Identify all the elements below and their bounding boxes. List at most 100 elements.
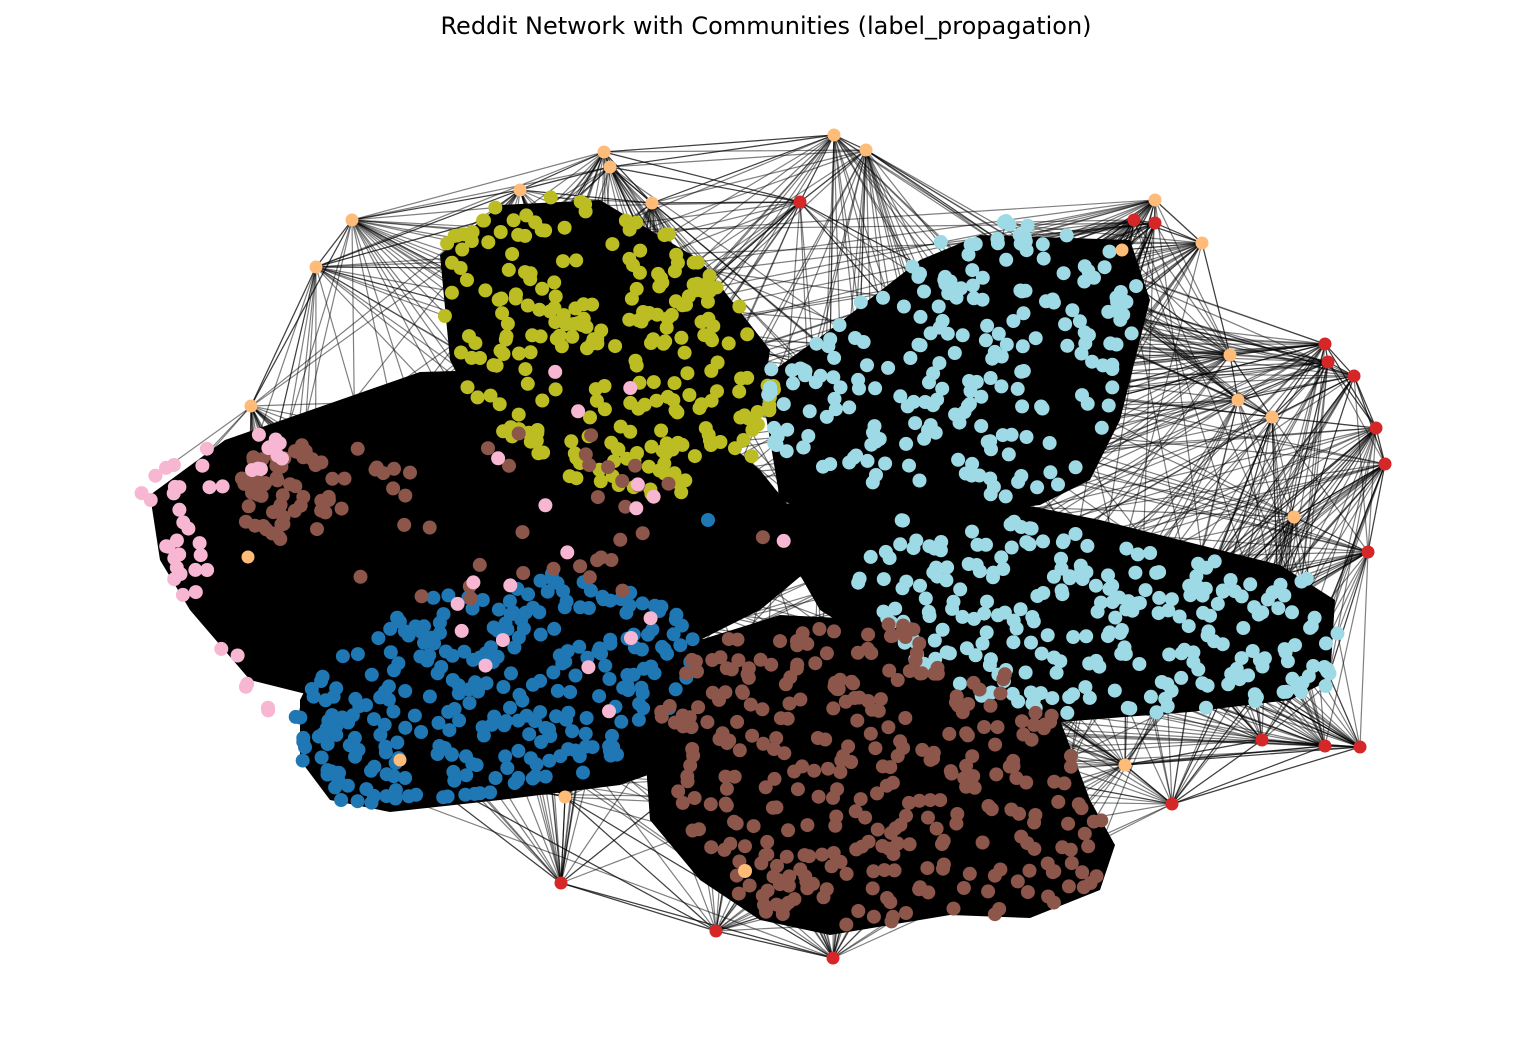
network-node	[350, 794, 365, 809]
network-edge	[1254, 693, 1326, 747]
network-node	[781, 823, 796, 838]
network-edge	[865, 149, 1022, 245]
network-edge	[773, 361, 1329, 387]
network-node	[960, 399, 975, 413]
network-node	[272, 501, 287, 516]
network-node	[1125, 603, 1140, 618]
network-node	[293, 710, 308, 725]
network-node	[829, 809, 844, 824]
network-node	[1319, 636, 1333, 651]
network-node	[667, 376, 682, 391]
network-node	[481, 441, 495, 456]
network-node	[1080, 538, 1095, 553]
network-node	[329, 681, 344, 696]
network-node	[188, 562, 203, 577]
network-node	[515, 525, 530, 540]
network-node	[988, 737, 1003, 752]
network-node	[990, 720, 1005, 735]
network-node	[568, 668, 583, 683]
network-node	[1054, 583, 1069, 598]
network-node	[318, 693, 333, 708]
network-node	[579, 711, 594, 725]
network-node	[1181, 619, 1196, 634]
network-node	[694, 397, 709, 412]
network-node	[464, 234, 479, 248]
network-node	[1012, 806, 1027, 821]
network-node	[1077, 325, 1092, 340]
network-node	[965, 749, 980, 764]
network-node	[483, 640, 498, 655]
network-node	[669, 607, 684, 622]
network-node	[864, 646, 879, 661]
network-edge	[833, 134, 984, 279]
network-edge	[315, 151, 605, 268]
network-node	[832, 318, 847, 333]
network-node	[1009, 621, 1024, 636]
network-node	[811, 789, 826, 804]
network-node	[865, 702, 879, 717]
network-node	[685, 632, 700, 647]
network-node	[420, 653, 435, 668]
network-node	[1347, 369, 1361, 383]
network-node	[167, 551, 182, 566]
network-node	[241, 476, 256, 491]
network-node	[504, 666, 518, 681]
network-node	[422, 520, 437, 535]
network-node	[571, 404, 586, 419]
network-node	[325, 471, 340, 486]
network-node	[535, 393, 550, 408]
network-node	[1234, 651, 1249, 666]
network-edge	[1070, 242, 1203, 757]
network-node	[730, 632, 745, 647]
network-node	[496, 680, 511, 694]
network-edge	[382, 134, 835, 474]
network-node	[687, 449, 702, 464]
network-node	[860, 358, 874, 373]
network-node	[468, 336, 483, 351]
network-node	[1005, 686, 1020, 701]
network-node	[602, 672, 617, 686]
network-node	[956, 881, 971, 895]
network-node	[1191, 556, 1206, 571]
network-node	[851, 904, 866, 918]
network-node	[381, 692, 396, 707]
network-node	[796, 440, 811, 455]
network-node	[646, 489, 661, 504]
network-node	[852, 690, 867, 705]
network-edge	[399, 759, 566, 798]
network-edge	[1359, 551, 1369, 748]
network-edge	[1293, 516, 1369, 553]
network-edge	[799, 201, 951, 283]
network-edge	[665, 453, 1361, 748]
network-node	[1113, 285, 1128, 299]
network-node	[826, 370, 841, 385]
network-edge	[1154, 199, 1231, 356]
network-node	[511, 426, 526, 441]
network-node	[458, 787, 473, 802]
network-node	[633, 243, 648, 258]
network-node	[390, 610, 405, 625]
network-edge	[247, 266, 317, 558]
network-node	[710, 384, 724, 399]
network-node	[520, 376, 535, 391]
network-edge	[1294, 644, 1326, 747]
network-node	[1002, 217, 1017, 232]
network-node	[315, 669, 330, 684]
network-node	[614, 714, 629, 729]
network-node	[1174, 670, 1189, 685]
network-node	[960, 728, 975, 743]
network-node	[951, 452, 966, 467]
network-node	[981, 799, 996, 813]
network-edge	[351, 189, 521, 221]
network-edge	[351, 219, 479, 398]
network-node	[1072, 314, 1087, 329]
network-edge	[1271, 343, 1326, 418]
network-node	[991, 326, 1006, 341]
network-node	[1061, 879, 1076, 894]
network-node	[1019, 243, 1034, 258]
network-edge	[1171, 684, 1229, 805]
network-node	[975, 835, 990, 850]
network-node	[1066, 630, 1081, 644]
network-node	[873, 692, 888, 707]
network-edge	[783, 219, 1135, 405]
